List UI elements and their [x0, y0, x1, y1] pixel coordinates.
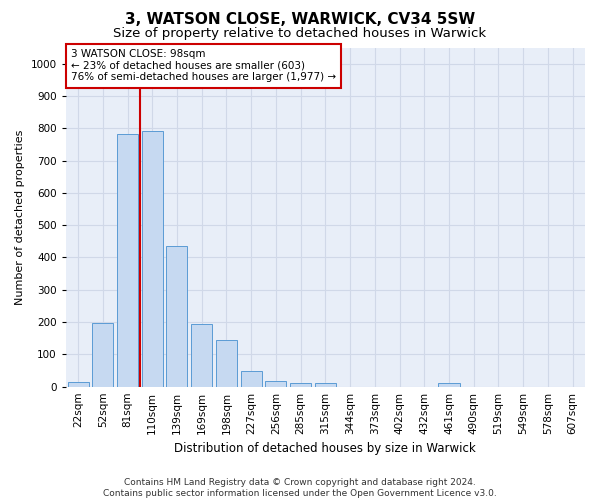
Bar [117, 134, 138, 386]
Bar [166, 246, 187, 386]
Y-axis label: Number of detached properties: Number of detached properties [15, 130, 25, 305]
Text: Size of property relative to detached houses in Warwick: Size of property relative to detached ho… [113, 28, 487, 40]
Bar [290, 384, 311, 386]
Bar [191, 324, 212, 386]
Bar [216, 340, 237, 386]
Bar [439, 384, 460, 386]
Bar [92, 323, 113, 386]
Bar [315, 384, 336, 386]
Text: Contains HM Land Registry data © Crown copyright and database right 2024.
Contai: Contains HM Land Registry data © Crown c… [103, 478, 497, 498]
Bar [265, 381, 286, 386]
Bar [241, 371, 262, 386]
X-axis label: Distribution of detached houses by size in Warwick: Distribution of detached houses by size … [175, 442, 476, 455]
Bar [68, 382, 89, 386]
Text: 3 WATSON CLOSE: 98sqm
← 23% of detached houses are smaller (603)
76% of semi-det: 3 WATSON CLOSE: 98sqm ← 23% of detached … [71, 49, 336, 82]
Bar [142, 132, 163, 386]
Text: 3, WATSON CLOSE, WARWICK, CV34 5SW: 3, WATSON CLOSE, WARWICK, CV34 5SW [125, 12, 475, 28]
